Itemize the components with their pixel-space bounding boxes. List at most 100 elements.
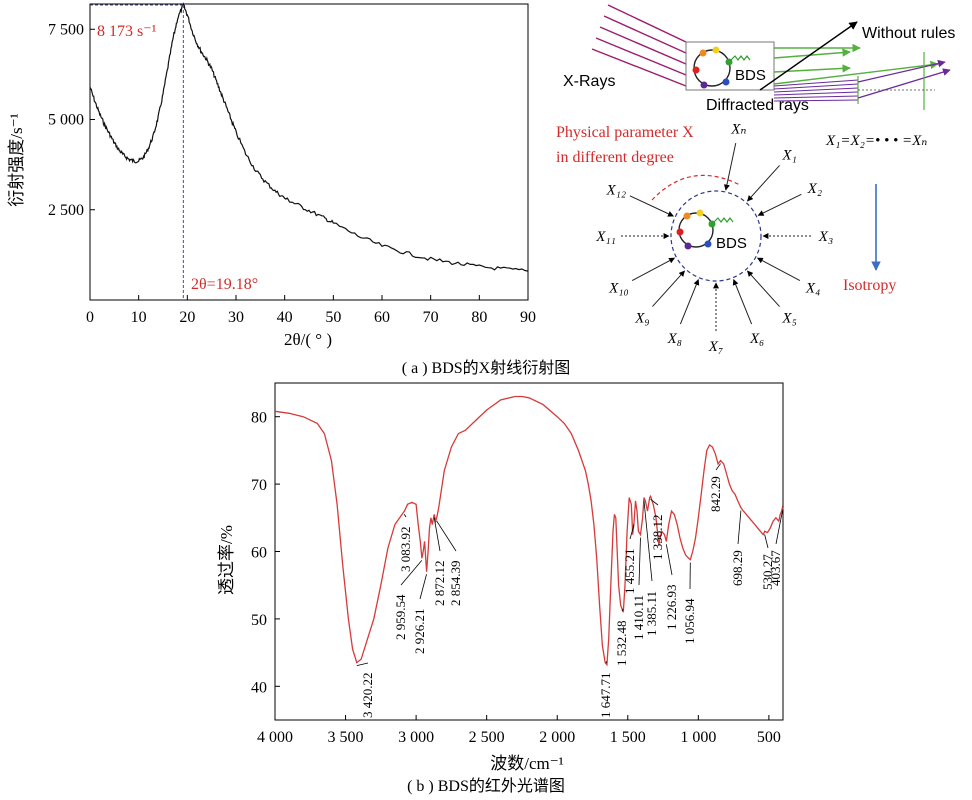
x-parameter-label: X₅ bbox=[781, 311, 796, 327]
xrd-chart: 0 10 20 30 40 50 60 70 80 90 2 500 5 000 7 500 8 173… bbox=[7, 2, 536, 349]
parameter-label-2: in different degree bbox=[556, 149, 674, 166]
xrd-y-tick-label: 5 000 bbox=[48, 112, 84, 129]
ir-y-tick-label: 40 bbox=[251, 679, 267, 696]
parameter-label-1: Physical parameter X bbox=[556, 124, 694, 141]
ir-peak-label: 1 226.93 bbox=[664, 585, 679, 631]
xrd-axis-ticks: 0 10 20 30 40 50 60 70 80 90 2 500 5 000 7 500 bbox=[48, 21, 536, 326]
radial-arrow bbox=[747, 165, 780, 202]
xrd-x-tick-label: 10 bbox=[131, 309, 147, 326]
ir-peak-label: 1 385.11 bbox=[644, 591, 659, 636]
ir-x-axis-label: 波数/cm⁻¹ bbox=[490, 754, 564, 773]
ir-series-line bbox=[274, 395, 784, 667]
xrd-x-tick-label: 80 bbox=[471, 309, 487, 326]
ir-peak-leader bbox=[433, 517, 441, 552]
ir-peak-leader bbox=[621, 608, 624, 612]
ir-peak-leader bbox=[400, 560, 423, 586]
ir-x-tick-label: 3 500 bbox=[328, 729, 364, 746]
bds-label-top: BDS bbox=[735, 67, 766, 84]
ir-peak-labels: 3 420.22 3 083.92 2 959.54 2 926.21 2 872.12… bbox=[356, 463, 783, 719]
ir-y-tick-label: 60 bbox=[251, 545, 267, 562]
ray-purple-2 bbox=[857, 68, 951, 99]
xrd-x-tick-label: 30 bbox=[228, 309, 244, 326]
xrd-x-tick-label: 20 bbox=[179, 309, 195, 326]
ir-peak-label: 842.29 bbox=[708, 476, 723, 512]
bds-diagram: BDS X-Rays Diffracted rays Without rules… bbox=[556, 4, 955, 355]
x-parameter-label: X₁₁ bbox=[595, 229, 616, 245]
ir-y-tick-label: 50 bbox=[251, 612, 267, 629]
radial-arrow bbox=[652, 270, 685, 307]
ir-peak-label: 1 647.71 bbox=[598, 673, 613, 719]
ir-peak-label: 1 338.12 bbox=[650, 515, 665, 561]
isotropy-label: Isotropy bbox=[843, 277, 896, 294]
radial-arrow bbox=[757, 193, 802, 216]
radial-arrow bbox=[756, 257, 801, 282]
ir-peak-label: 2 854.39 bbox=[448, 561, 463, 607]
xrd-x-tick-label: 0 bbox=[86, 309, 94, 326]
ir-chart: 4 000 3 500 3 000 2 500 2 000 1 500 1 000 500 40… bbox=[217, 382, 784, 773]
x-parameter-label: X₆ bbox=[749, 331, 764, 347]
ray-black bbox=[759, 21, 858, 91]
xrd-y-axis-label: 衍射强度/s⁻¹ bbox=[7, 113, 26, 206]
ir-peak-leader bbox=[419, 574, 427, 600]
ir-peak-leader bbox=[403, 514, 407, 518]
ir-peak-label: 3 420.22 bbox=[360, 673, 375, 719]
xrd-y-tick-label: 7 500 bbox=[48, 21, 84, 38]
xrays-label: X-Rays bbox=[563, 73, 615, 90]
x-parameter-label: X₄ bbox=[805, 281, 820, 297]
atom-purple-2 bbox=[684, 242, 692, 250]
ir-peak-label: 403.67 bbox=[768, 550, 783, 586]
atom-green bbox=[725, 58, 733, 66]
ir-peak-label: 530.27 bbox=[760, 554, 775, 590]
ir-peak-leader bbox=[436, 520, 457, 552]
ir-peak-leader bbox=[775, 510, 783, 545]
radial-arrow bbox=[732, 279, 753, 325]
ir-peak-leader bbox=[764, 534, 769, 549]
atom-yellow-2 bbox=[696, 209, 704, 217]
ir-peak-label: 2 926.21 bbox=[412, 609, 427, 655]
radial-arrow bbox=[631, 257, 676, 282]
ir-peak-leader bbox=[715, 463, 721, 471]
xrd-series-line bbox=[89, 2, 529, 272]
ir-peak-label: 698.29 bbox=[730, 550, 745, 586]
atom-orange bbox=[699, 49, 707, 57]
isotropy-circle bbox=[670, 190, 762, 282]
bds-side-chain bbox=[730, 55, 751, 61]
ir-y-tick-label: 80 bbox=[251, 410, 267, 427]
atom-green-2 bbox=[708, 220, 716, 228]
ir-y-tick-label: 70 bbox=[251, 477, 267, 494]
ir-peak-label: 1 410.11 bbox=[631, 595, 646, 640]
ir-plot-frame bbox=[274, 382, 784, 721]
without-rules-label: Without rules bbox=[862, 25, 955, 42]
ir-peak-leader bbox=[737, 510, 742, 545]
ir-peak-leader bbox=[356, 662, 369, 667]
diffracted-bundle bbox=[773, 79, 859, 102]
atom-orange-2 bbox=[683, 212, 691, 220]
radial-arrow bbox=[629, 195, 674, 217]
ir-peak-label: 1 455.21 bbox=[622, 549, 637, 595]
xrd-x-tick-label: 50 bbox=[325, 309, 341, 326]
atom-purple bbox=[700, 81, 708, 89]
ir-peak-leader bbox=[650, 498, 659, 506]
bds-side-chain-2 bbox=[713, 217, 734, 223]
bds-crystal-box bbox=[685, 41, 775, 91]
atom-red bbox=[692, 66, 700, 74]
x-parameter-label: X₃ bbox=[818, 229, 833, 245]
ir-x-tick-label: 4 000 bbox=[257, 729, 293, 746]
ir-peak-leader bbox=[643, 500, 653, 582]
ir-peak-label: 2 959.54 bbox=[393, 594, 408, 640]
x-parameter-label: Xₙ bbox=[730, 121, 746, 137]
xrd-x-tick-label: 90 bbox=[520, 309, 536, 326]
ray-green-4 bbox=[773, 60, 939, 85]
xrd-y-tick-label: 2 500 bbox=[48, 202, 84, 219]
x-parameter-label: X₇ bbox=[708, 339, 723, 355]
x-parameter-label: X₁₀ bbox=[608, 281, 629, 297]
radial-arrow bbox=[679, 279, 700, 325]
ir-x-tick-label: 1 500 bbox=[610, 729, 646, 746]
ir-peak-label: 1 532.48 bbox=[614, 621, 629, 667]
x-parameter-label: X₁₂ bbox=[606, 183, 627, 199]
caption-b: ( b ) BDS的红外光谱图 bbox=[407, 777, 565, 795]
ir-y-axis-label: 透过率/% bbox=[217, 525, 236, 595]
parameter-arc bbox=[651, 174, 741, 201]
atom-blue bbox=[722, 78, 730, 86]
atom-yellow bbox=[712, 46, 720, 54]
